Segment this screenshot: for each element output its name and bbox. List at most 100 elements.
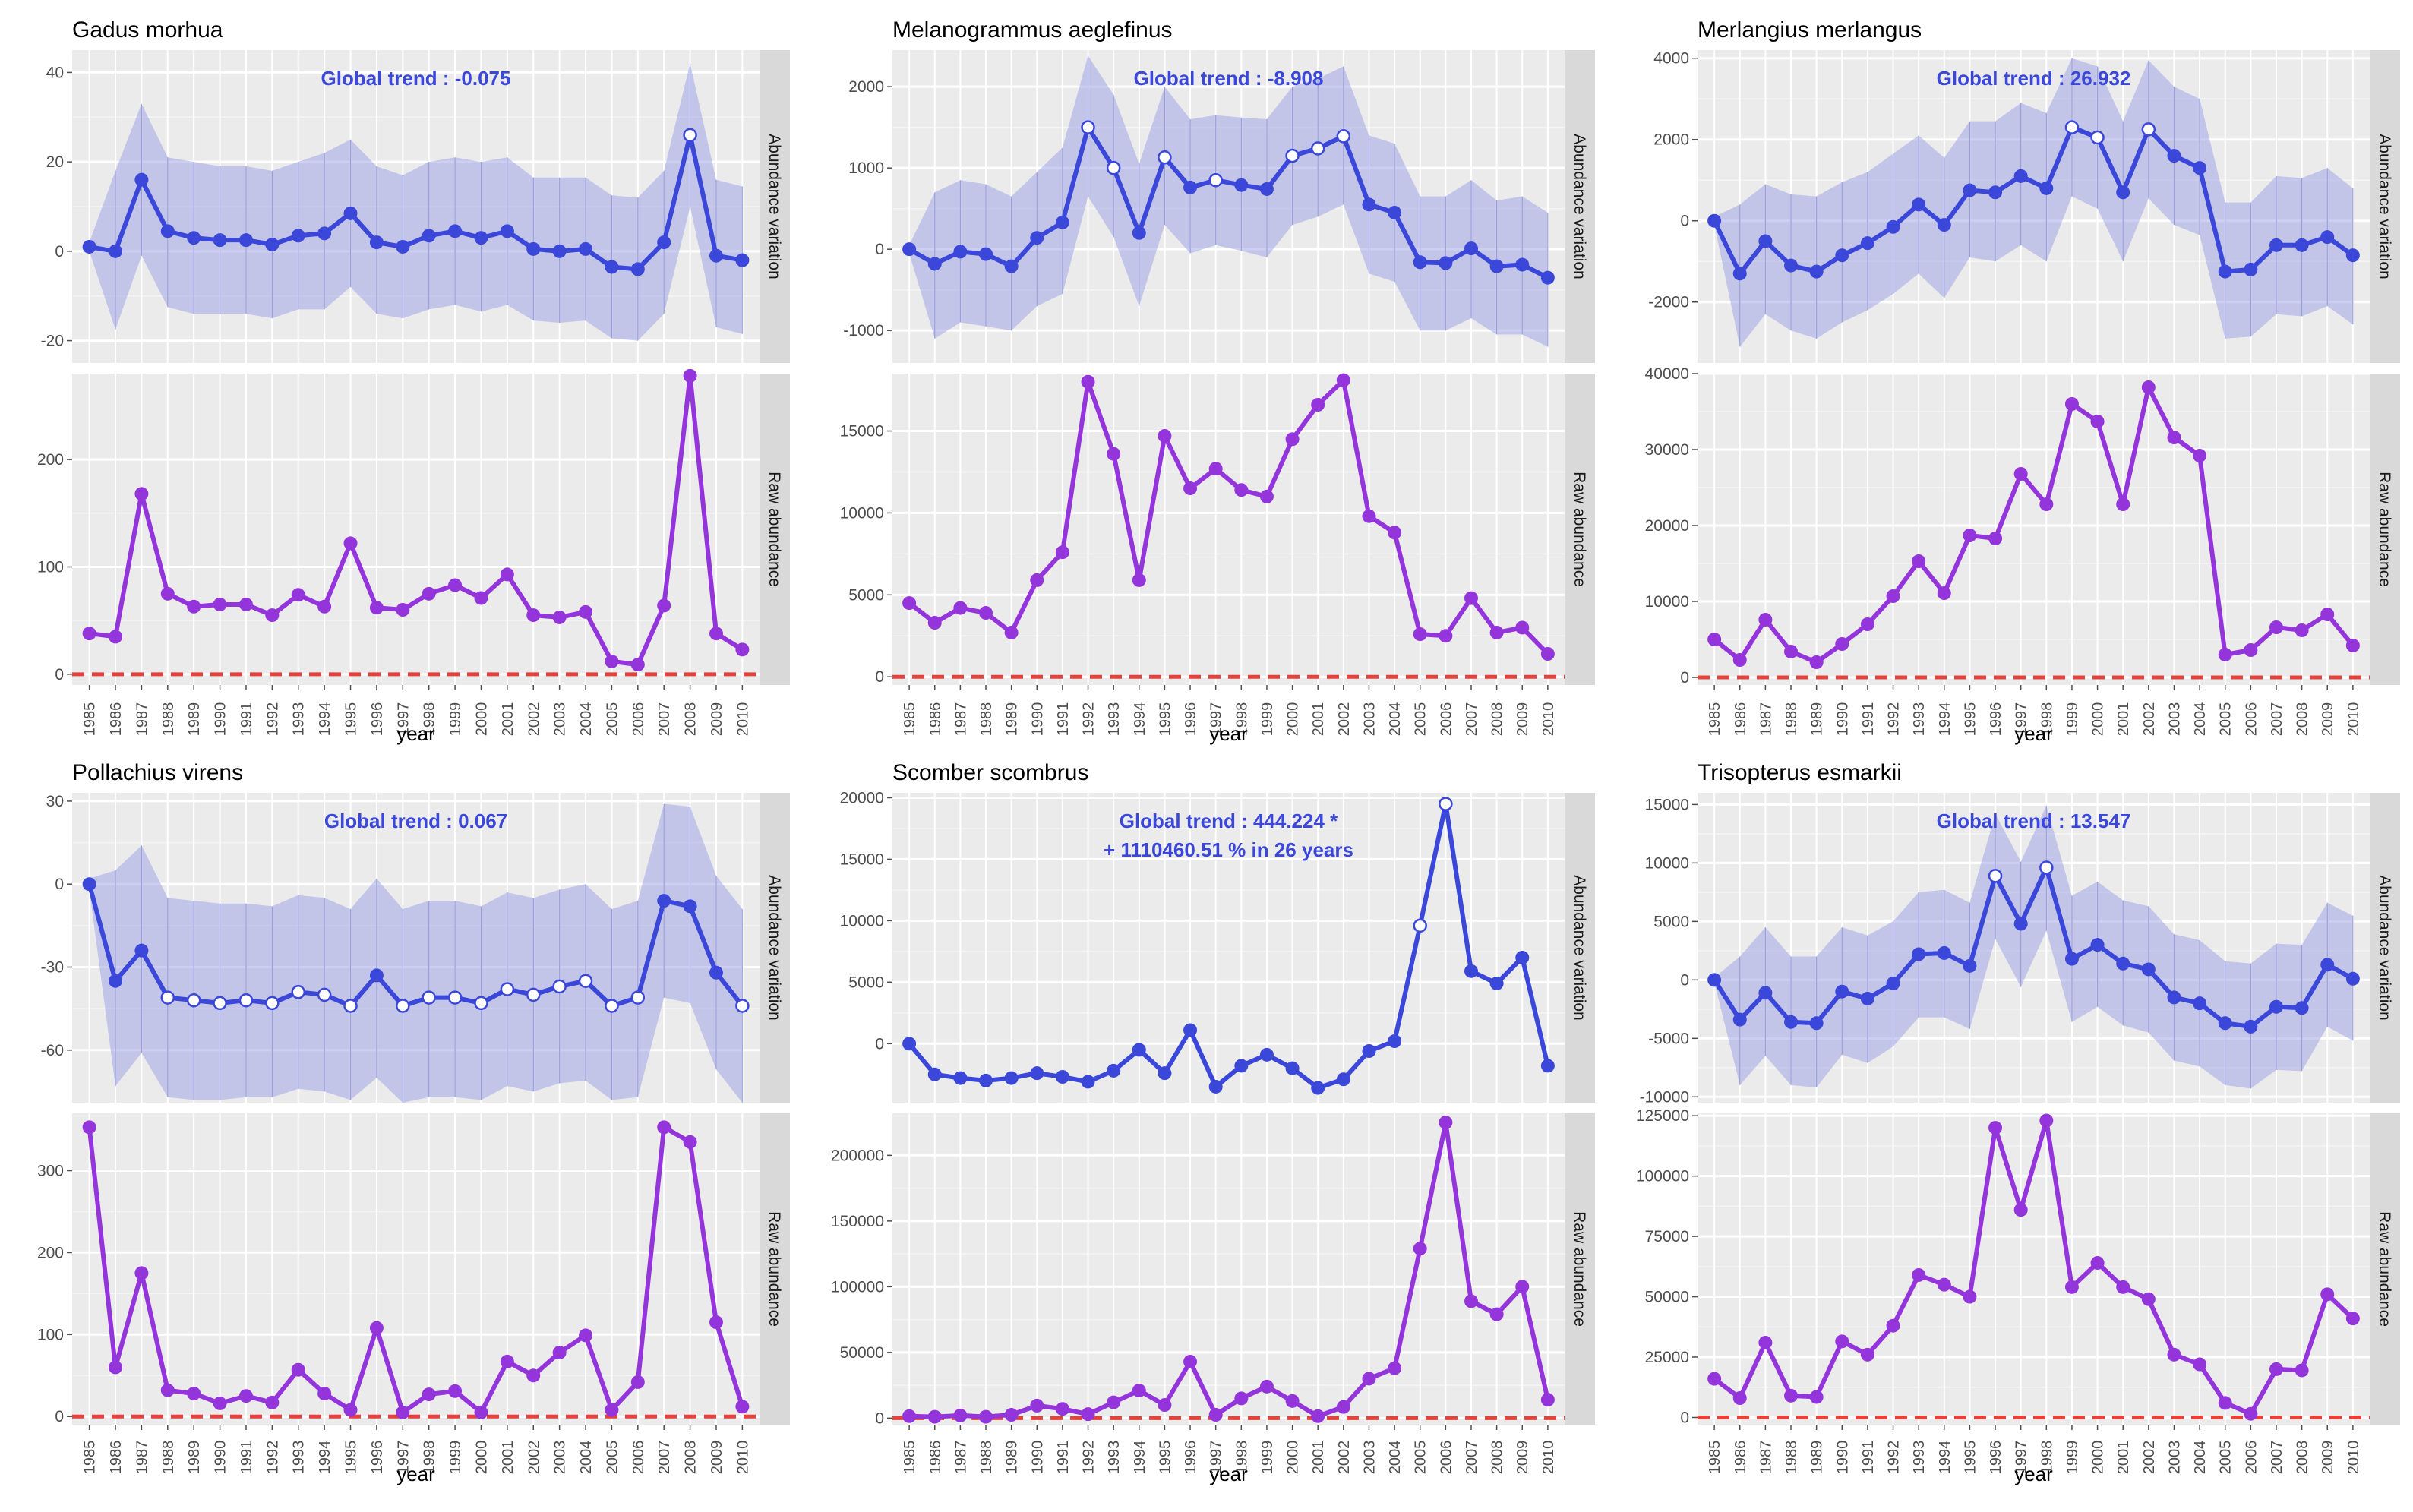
y-tick-label: 15000 — [840, 851, 884, 868]
variation-point — [474, 231, 488, 245]
y-tick-label: -30 — [41, 959, 64, 977]
raw-point — [1107, 447, 1121, 461]
strip-background — [1565, 1113, 1595, 1425]
x-tick-label: 2009 — [1514, 702, 1531, 737]
global-trend-text: Global trend : 444.224 * — [1120, 810, 1338, 832]
variation-point — [500, 224, 514, 238]
variation-point — [1963, 958, 1977, 973]
x-tick-label: 1985 — [902, 1441, 918, 1475]
y-tick-label: 0 — [875, 241, 884, 258]
variation-point — [1912, 947, 1926, 961]
y-tick-label: 0 — [1680, 669, 1689, 687]
variation-point — [1439, 256, 1453, 270]
x-tick-label: 2003 — [552, 702, 569, 737]
raw-point — [2141, 380, 2156, 394]
raw-point — [630, 1375, 645, 1389]
confidence-band — [909, 55, 1548, 347]
raw-point — [1732, 1391, 1747, 1406]
raw-point — [1860, 617, 1874, 631]
variation-point — [1809, 264, 1824, 279]
variation-point-open — [578, 974, 593, 988]
y-tick-label: 40000 — [1645, 365, 1689, 383]
x-tick-label: 1999 — [1259, 702, 1276, 737]
variation-point — [2167, 149, 2181, 163]
raw-point — [1988, 1121, 2003, 1135]
raw-point — [1912, 1267, 1926, 1282]
x-tick-label: 2006 — [1438, 702, 1454, 737]
variation-point — [2013, 917, 2028, 931]
variation-point — [1259, 182, 1274, 196]
strip-background — [1565, 50, 1595, 363]
variation-point — [1030, 231, 1044, 245]
x-tick-label: 1990 — [213, 702, 229, 737]
raw-point — [1004, 1408, 1019, 1422]
variation-point — [2345, 248, 2360, 263]
y-tick-label: 125000 — [1636, 1107, 1689, 1125]
chart-title: Melanogrammus aeglefinus — [892, 17, 1173, 43]
raw-point — [709, 627, 723, 641]
x-tick-label: 2001 — [1310, 1441, 1327, 1475]
global-trend-text: Global trend : 13.547 — [1937, 810, 2131, 832]
x-tick-label: 1993 — [1911, 702, 1928, 737]
panel-background — [892, 374, 1565, 685]
variation-point-open — [213, 996, 227, 1011]
y-tick-label: 50000 — [840, 1344, 884, 1362]
variation-point — [1860, 236, 1874, 251]
y-tick-label: 4000 — [1653, 50, 1689, 68]
variation-point — [1835, 984, 1849, 999]
variation-point — [160, 224, 175, 238]
y-tick-label: -5000 — [1648, 1030, 1689, 1047]
x-axis-label: year — [396, 722, 435, 745]
x-tick-label: 1990 — [213, 1441, 229, 1475]
variation-point — [2320, 958, 2335, 972]
x-tick-label: 1993 — [1911, 1441, 1928, 1475]
variation-point-open — [1081, 120, 1095, 134]
x-tick-label: 2005 — [2218, 702, 2235, 737]
x-tick-label: 1992 — [1886, 1441, 1903, 1475]
panel-background — [72, 1113, 760, 1425]
raw-point — [1886, 589, 1900, 603]
x-tick-label: 2010 — [2345, 702, 2362, 737]
y-tick-label: 25000 — [1645, 1349, 1689, 1366]
variation-point-open — [422, 990, 436, 1005]
confidence-band — [89, 63, 743, 341]
x-tick-label: 2005 — [604, 1441, 621, 1475]
variation-point — [1259, 1047, 1274, 1062]
variation-point — [2218, 1016, 2232, 1031]
variation-point-open — [1106, 160, 1121, 175]
variation-point — [979, 247, 993, 261]
x-tick-label: 2003 — [2166, 1441, 2183, 1475]
strip-label: Raw abundance — [766, 472, 783, 587]
strip-background — [760, 1113, 790, 1425]
x-axis-label: year — [2014, 1463, 2053, 1485]
variation-point — [2345, 971, 2360, 986]
variation-point-open — [552, 979, 567, 994]
raw-point — [552, 1346, 567, 1360]
raw-point — [2320, 608, 2335, 621]
raw-point — [500, 567, 514, 582]
variation-point — [134, 943, 149, 958]
variation-point — [953, 245, 968, 259]
variation-point-open — [343, 999, 358, 1013]
variation-point — [605, 260, 619, 274]
raw-point — [82, 1120, 96, 1135]
x-tick-label: 2006 — [1438, 1441, 1454, 1475]
raw-point — [1707, 633, 1722, 646]
variation-point-open — [2090, 130, 2105, 145]
x-tick-label: 1997 — [1208, 702, 1225, 737]
variation-point-open — [1158, 150, 1172, 165]
raw-point — [1208, 1408, 1223, 1422]
raw-point — [1183, 481, 1198, 496]
variation-point — [1886, 976, 1900, 990]
x-tick-label: 1987 — [952, 702, 969, 737]
strip-background — [1565, 374, 1595, 685]
raw-point — [2013, 467, 2028, 481]
raw-point — [709, 1315, 723, 1330]
x-tick-label: 2009 — [709, 702, 725, 737]
x-axis-label: year — [2014, 722, 2053, 745]
raw-point — [953, 601, 968, 615]
x-tick-label: 1996 — [369, 702, 386, 737]
x-tick-label: 1985 — [902, 702, 918, 737]
strip-label: Raw abundance — [766, 1211, 783, 1327]
raw-point — [160, 586, 175, 601]
